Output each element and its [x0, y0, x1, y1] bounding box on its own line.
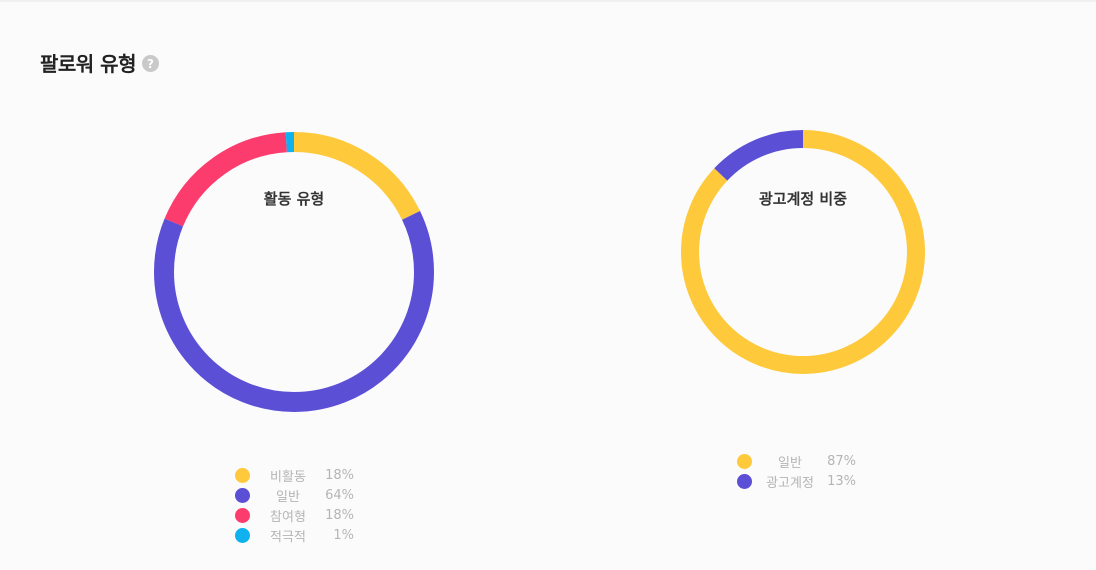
section-header: 팔로워 유형 ? [40, 48, 159, 77]
ad-account-ratio-slices [681, 130, 925, 374]
ad-account-ratio-donut-chart: 광고계정 비중 [681, 130, 925, 374]
legend-color-dot [235, 507, 250, 523]
legend-value: 87% [827, 453, 856, 469]
donut-0-slice-3[interactable] [154, 132, 434, 412]
activity-type-donut-chart: 활동 유형 [154, 132, 434, 412]
help-icon[interactable]: ? [141, 55, 159, 72]
legend-label: 광고계정 [766, 475, 814, 491]
legend-value: 18% [325, 467, 354, 483]
legend-value: 13% [827, 473, 856, 489]
legend-color-dot [737, 473, 752, 489]
activity-type-chart-title: 활동 유형 [264, 190, 324, 208]
legend-label: 참여형 [270, 509, 306, 525]
legend-item[interactable]: 일반 64% [235, 485, 354, 505]
legend-value: 1% [333, 527, 354, 543]
donut-1-slice-1[interactable] [681, 130, 925, 374]
legend-label: 일반 [276, 489, 300, 505]
section-title: 팔로워 유형 [40, 52, 136, 76]
legend-color-dot [235, 487, 250, 503]
legend-item[interactable]: 참여형 18% [235, 505, 354, 525]
legend-label: 일반 [778, 455, 802, 471]
legend-color-dot [737, 453, 752, 469]
donut-0-slice-1[interactable] [154, 132, 434, 412]
legend-item[interactable]: 광고계정 13% [737, 471, 856, 491]
legend-color-dot [235, 467, 250, 483]
ad-account-ratio-chart-title: 광고계정 비중 [759, 190, 847, 208]
legend-value: 18% [325, 507, 354, 523]
legend-color-dot [235, 527, 250, 543]
legend-label: 비활동 [270, 469, 306, 485]
legend-item[interactable]: 적극적 1% [235, 525, 354, 545]
legend-item[interactable]: 비활동 18% [235, 465, 354, 485]
activity-type-legend: 비활동 18% 일반 64% 참여형 18% 적극적 1% [235, 465, 354, 545]
legend-label: 적극적 [270, 529, 306, 545]
ad-account-ratio-legend: 일반 87% 광고계정 13% [737, 451, 856, 491]
legend-item[interactable]: 일반 87% [737, 451, 856, 471]
activity-type-slices [154, 132, 434, 412]
legend-value: 64% [325, 487, 354, 503]
